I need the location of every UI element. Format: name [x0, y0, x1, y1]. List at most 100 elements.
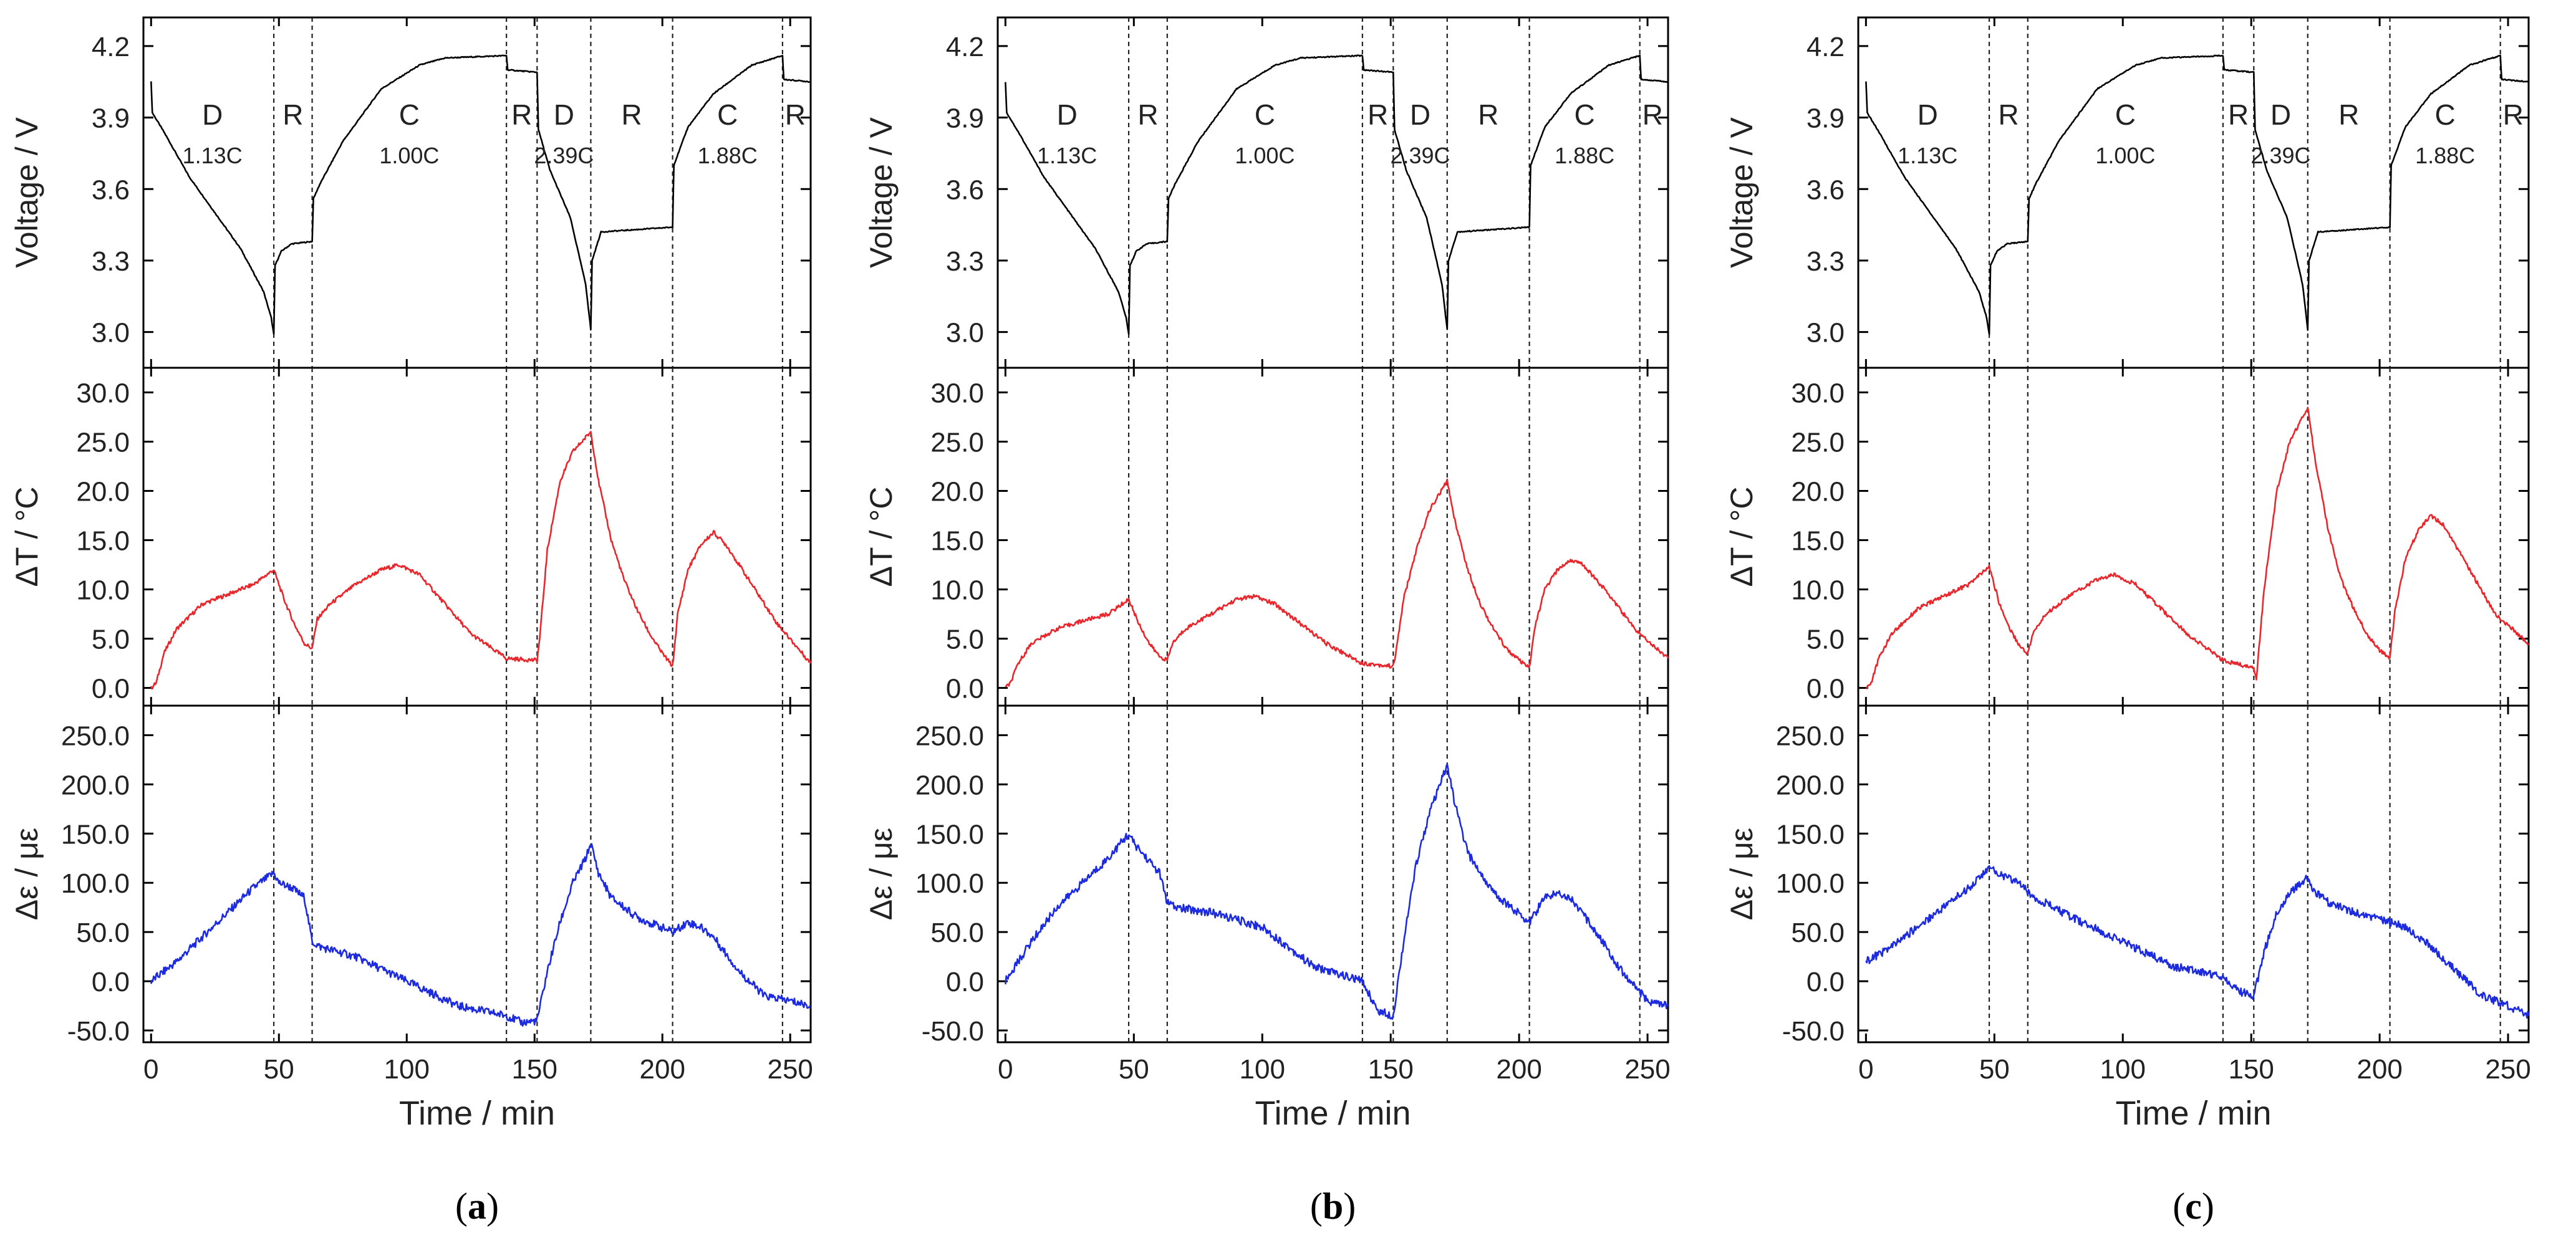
x-tick-label: 50 [1119, 1054, 1149, 1085]
phase-label: C [717, 98, 738, 131]
series-temperature-line [1005, 478, 1669, 688]
y-tick-label-temperature: 25.0 [1791, 428, 1845, 458]
y-tick-label-strain: 250.0 [915, 721, 984, 751]
y-tick-label-strain: -50.0 [922, 1016, 984, 1047]
y-tick-label-voltage: 4.2 [946, 32, 984, 62]
x-tick-label: 100 [2100, 1054, 2146, 1085]
caption-a: (a) [455, 1186, 499, 1227]
phase-rate-label: 2.39C [1390, 143, 1450, 168]
x-axis-label: Time / min [1255, 1095, 1411, 1132]
y-tick-label-voltage: 3.9 [946, 103, 984, 134]
phase-label: R [785, 98, 806, 131]
x-tick-label: 0 [1858, 1054, 1873, 1085]
series-strain-line [150, 843, 811, 1027]
x-tick-label: 50 [264, 1054, 294, 1085]
y-tick-label-strain: 100.0 [915, 868, 984, 899]
phase-label: R [1643, 98, 1663, 131]
series-voltage-line [1865, 54, 2529, 335]
phase-label: D [1057, 98, 1078, 131]
series-voltage-line [1005, 54, 1669, 335]
y-tick-label-temperature: 0.0 [92, 674, 130, 704]
y-tick-label-strain: 100.0 [61, 868, 130, 899]
y-axis-label-strain: Δε / με [1724, 828, 1759, 920]
y-tick-label-strain: 150.0 [1776, 819, 1845, 850]
phase-label: R [1478, 98, 1498, 131]
phase-label: R [1368, 98, 1388, 131]
y-tick-label-temperature: 15.0 [76, 526, 130, 557]
phase-rate-label: 2.39C [2250, 143, 2310, 168]
y-tick-label-voltage: 4.2 [92, 32, 130, 62]
x-tick-label: 250 [1624, 1054, 1670, 1085]
y-tick-label-temperature: 30.0 [1791, 378, 1845, 409]
phase-rate-label: 1.88C [698, 143, 758, 168]
series-temperature-line [150, 431, 812, 690]
x-tick-label: 50 [1979, 1054, 2010, 1085]
caption-b: (b) [1310, 1186, 1356, 1227]
x-tick-label: 150 [2228, 1054, 2274, 1085]
phase-label: D [554, 98, 574, 131]
y-tick-label-temperature: 20.0 [76, 477, 130, 507]
x-tick-label: 150 [1368, 1054, 1413, 1085]
y-tick-label-temperature: 10.0 [1791, 575, 1845, 606]
y-tick-label-voltage: 3.0 [92, 318, 130, 348]
y-tick-label-strain: 250.0 [1776, 721, 1845, 751]
y-tick-label-voltage: 4.2 [1807, 32, 1845, 62]
phase-rate-label: 1.00C [2095, 143, 2155, 168]
phase-label: D [1410, 98, 1430, 131]
y-tick-label-voltage: 3.6 [92, 175, 130, 205]
phase-rate-label: 1.13C [1037, 143, 1097, 168]
x-axis-label: Time / min [2115, 1095, 2271, 1132]
phase-label: R [2228, 98, 2249, 131]
x-tick-label: 250 [767, 1054, 813, 1085]
phase-rate-label: 1.00C [1235, 143, 1295, 168]
y-tick-label-temperature: 30.0 [930, 378, 984, 409]
y-axis-label-voltage: Voltage / V [9, 117, 44, 267]
x-tick-label: 250 [2485, 1054, 2530, 1085]
y-axis-label-temperature: ΔT / °C [1724, 487, 1759, 587]
y-tick-label-temperature: 10.0 [930, 575, 984, 606]
y-tick-label-voltage: 3.3 [1807, 246, 1845, 277]
y-tick-label-voltage: 3.0 [946, 318, 984, 348]
phase-label: C [2435, 98, 2456, 131]
y-tick-label-strain: 50.0 [1791, 918, 1845, 948]
panel-a: 3.0 3.3 3.6 3.9 4.2 Voltage / V D 1.13C R C 1.00C R… [9, 16, 813, 1132]
y-tick-label-voltage: 3.3 [92, 246, 130, 277]
phase-label: C [399, 98, 420, 131]
y-tick-label-strain: 200.0 [61, 770, 130, 800]
y-tick-label-strain: 150.0 [915, 819, 984, 850]
x-tick-label: 0 [998, 1054, 1013, 1085]
y-axis-label-strain: Δε / με [864, 828, 899, 920]
y-tick-label-voltage: 3.3 [946, 246, 984, 277]
y-tick-label-voltage: 3.6 [1807, 175, 1845, 205]
phase-label: C [2115, 98, 2136, 131]
y-tick-label-strain: 0.0 [1807, 967, 1845, 997]
y-tick-label-temperature: 5.0 [946, 625, 984, 655]
y-tick-label-voltage: 3.9 [92, 103, 130, 134]
x-tick-label: 200 [2357, 1054, 2402, 1085]
phase-rate-label: 1.13C [1898, 143, 1957, 168]
y-axis-label-strain: Δε / με [9, 828, 44, 920]
y-tick-label-temperature: 0.0 [1807, 674, 1845, 704]
y-tick-label-temperature: 25.0 [76, 428, 130, 458]
phase-label: R [1137, 98, 1158, 131]
phase-rate-label: 1.13C [183, 143, 243, 168]
y-tick-label-strain: 250.0 [61, 721, 130, 751]
y-tick-label-strain: -50.0 [67, 1016, 130, 1047]
x-tick-label: 0 [143, 1054, 158, 1085]
y-axis-label-voltage: Voltage / V [864, 117, 899, 267]
y-tick-label-temperature: 15.0 [930, 526, 984, 557]
x-tick-label: 100 [384, 1054, 430, 1085]
panel-b: 3.0 3.3 3.6 3.9 4.2 Voltage / V D 1.13C R C 1.00C R… [864, 16, 1671, 1132]
y-tick-label-temperature: 30.0 [76, 378, 130, 409]
plot-frame-strain [996, 704, 1669, 1044]
y-tick-label-strain: 50.0 [76, 918, 130, 948]
y-tick-label-strain: 100.0 [1776, 868, 1845, 899]
y-tick-label-voltage: 3.9 [1807, 103, 1845, 134]
y-axis-label-temperature: ΔT / °C [9, 487, 44, 587]
y-tick-label-temperature: 0.0 [946, 674, 984, 704]
phase-label: R [2338, 98, 2359, 131]
plot-frame-strain [142, 704, 812, 1044]
y-tick-label-temperature: 5.0 [92, 625, 130, 655]
phase-label: C [1255, 98, 1275, 131]
